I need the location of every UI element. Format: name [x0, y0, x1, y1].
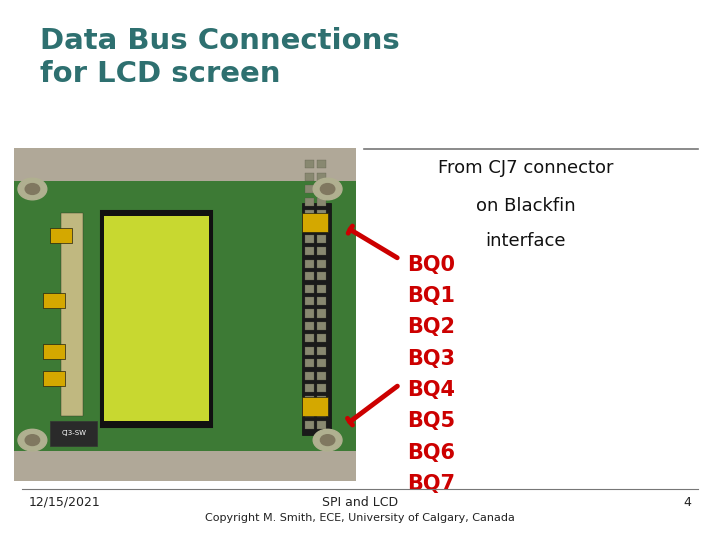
- Text: BQ0: BQ0: [407, 254, 455, 275]
- Circle shape: [313, 178, 342, 200]
- FancyBboxPatch shape: [305, 347, 314, 355]
- Circle shape: [18, 429, 47, 451]
- FancyBboxPatch shape: [305, 322, 314, 330]
- FancyBboxPatch shape: [317, 285, 326, 293]
- FancyBboxPatch shape: [302, 202, 331, 435]
- Text: SPI and LCD: SPI and LCD: [322, 496, 398, 509]
- FancyBboxPatch shape: [317, 260, 326, 268]
- Text: on Blackfin: on Blackfin: [476, 197, 575, 215]
- FancyBboxPatch shape: [317, 334, 326, 342]
- FancyBboxPatch shape: [305, 260, 314, 268]
- FancyBboxPatch shape: [317, 222, 326, 231]
- FancyBboxPatch shape: [305, 185, 314, 193]
- FancyBboxPatch shape: [317, 173, 326, 181]
- FancyBboxPatch shape: [14, 148, 356, 181]
- FancyBboxPatch shape: [317, 247, 326, 255]
- Text: BQ6: BQ6: [407, 442, 455, 463]
- Text: BQ2: BQ2: [407, 317, 455, 338]
- FancyBboxPatch shape: [317, 185, 326, 193]
- Text: interface: interface: [485, 232, 566, 250]
- FancyBboxPatch shape: [305, 359, 314, 367]
- FancyBboxPatch shape: [104, 216, 209, 421]
- FancyBboxPatch shape: [317, 235, 326, 243]
- Text: BQ7: BQ7: [407, 474, 455, 494]
- FancyBboxPatch shape: [305, 173, 314, 181]
- FancyBboxPatch shape: [317, 309, 326, 318]
- FancyBboxPatch shape: [317, 160, 326, 168]
- Circle shape: [313, 429, 342, 451]
- FancyBboxPatch shape: [317, 347, 326, 355]
- Circle shape: [25, 435, 40, 446]
- FancyBboxPatch shape: [305, 309, 314, 318]
- FancyBboxPatch shape: [302, 213, 328, 232]
- Text: 12/15/2021: 12/15/2021: [29, 496, 101, 509]
- Text: From CJ7 connector: From CJ7 connector: [438, 159, 613, 177]
- FancyBboxPatch shape: [317, 198, 326, 206]
- FancyBboxPatch shape: [317, 409, 326, 417]
- FancyBboxPatch shape: [43, 293, 65, 308]
- FancyBboxPatch shape: [302, 397, 328, 416]
- FancyBboxPatch shape: [305, 409, 314, 417]
- Text: CJ3-SW: CJ3-SW: [62, 430, 86, 436]
- Circle shape: [25, 184, 40, 194]
- FancyBboxPatch shape: [305, 160, 314, 168]
- FancyBboxPatch shape: [305, 396, 314, 404]
- Text: BQ5: BQ5: [407, 411, 455, 431]
- FancyBboxPatch shape: [317, 359, 326, 367]
- FancyBboxPatch shape: [305, 372, 314, 380]
- FancyBboxPatch shape: [18, 181, 353, 451]
- FancyBboxPatch shape: [305, 247, 314, 255]
- FancyBboxPatch shape: [305, 384, 314, 392]
- FancyBboxPatch shape: [43, 344, 65, 359]
- FancyBboxPatch shape: [305, 285, 314, 293]
- FancyBboxPatch shape: [317, 396, 326, 404]
- FancyBboxPatch shape: [317, 372, 326, 380]
- FancyBboxPatch shape: [14, 451, 356, 481]
- FancyBboxPatch shape: [305, 210, 314, 218]
- FancyBboxPatch shape: [317, 297, 326, 305]
- FancyBboxPatch shape: [305, 272, 314, 280]
- FancyBboxPatch shape: [61, 213, 83, 416]
- FancyBboxPatch shape: [305, 297, 314, 305]
- Text: BQ1: BQ1: [407, 286, 455, 306]
- FancyBboxPatch shape: [305, 222, 314, 231]
- FancyBboxPatch shape: [317, 322, 326, 330]
- Text: Data Bus Connections
for LCD screen: Data Bus Connections for LCD screen: [40, 27, 400, 89]
- Circle shape: [320, 184, 335, 194]
- Text: Copyright M. Smith, ECE, University of Calgary, Canada: Copyright M. Smith, ECE, University of C…: [205, 514, 515, 523]
- FancyBboxPatch shape: [14, 148, 356, 481]
- FancyBboxPatch shape: [305, 198, 314, 206]
- Text: BQ3: BQ3: [407, 348, 455, 369]
- Circle shape: [320, 435, 335, 446]
- FancyBboxPatch shape: [101, 211, 212, 427]
- Text: 4: 4: [683, 496, 691, 509]
- Text: BQ4: BQ4: [407, 380, 455, 400]
- FancyBboxPatch shape: [317, 272, 326, 280]
- FancyBboxPatch shape: [305, 334, 314, 342]
- FancyBboxPatch shape: [50, 228, 72, 243]
- FancyBboxPatch shape: [317, 384, 326, 392]
- FancyBboxPatch shape: [43, 371, 65, 386]
- FancyBboxPatch shape: [305, 235, 314, 243]
- Circle shape: [18, 178, 47, 200]
- FancyBboxPatch shape: [305, 421, 314, 429]
- FancyBboxPatch shape: [50, 421, 97, 445]
- FancyBboxPatch shape: [317, 210, 326, 218]
- FancyBboxPatch shape: [317, 421, 326, 429]
